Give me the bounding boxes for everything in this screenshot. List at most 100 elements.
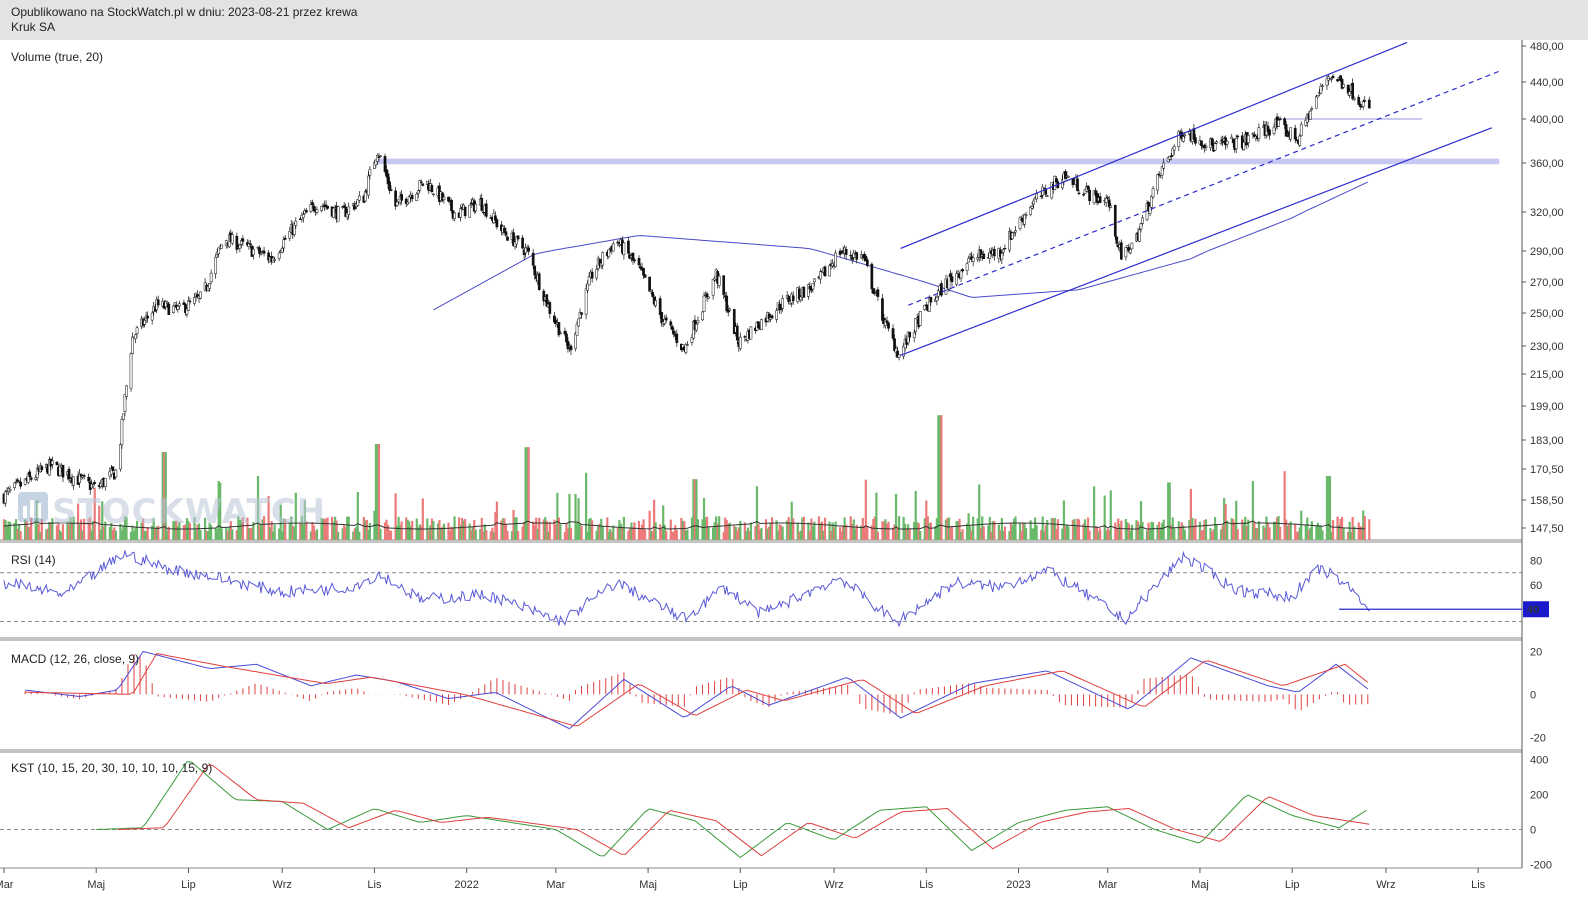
volume-bar [1077,519,1081,540]
volume-bar [1362,510,1365,540]
volume-bar [891,527,895,540]
candle-body [1352,98,1356,100]
volume-bar [1363,516,1366,540]
candle-body [767,313,771,320]
candle-body [282,239,286,249]
volume-bar [712,527,715,540]
volume-bar [1347,531,1350,540]
volume-bar [976,518,979,540]
volume-bar [1046,520,1049,540]
volume-bar [362,517,365,540]
volume-bar [967,513,970,540]
volume-bar [1064,526,1067,540]
volume-bar [650,530,653,540]
candle-body [167,303,171,315]
candle-body [208,283,211,289]
candle-body [311,202,314,205]
volume-bar [780,525,783,540]
price-tick-label: 290,00 [1530,246,1564,258]
candle-body [400,194,403,201]
volume-bar [1171,517,1174,540]
volume-bar [1278,526,1282,540]
candle-body [26,473,30,483]
volume-bar [1062,500,1065,540]
volume-bar [970,530,973,540]
candle-body [1363,100,1367,102]
volume-bar [548,522,551,540]
volume-bar [1348,521,1351,540]
candle-body [1071,178,1075,186]
volume-bar [1035,525,1038,540]
x-tick-label: Lis [919,879,934,891]
candle-body [1002,249,1005,253]
volume-bar [654,522,657,540]
volume-bar [854,528,857,540]
candle-body [935,297,939,302]
x-tick-label: Wrz [824,879,843,891]
volume-bar [282,518,285,540]
volume-bar [18,524,21,540]
volume-bar [389,530,393,540]
candle-body [711,278,715,296]
candle-body [1336,79,1339,82]
volume-bar [553,519,556,540]
volume-bar [1085,526,1088,540]
volume-bar [90,530,93,540]
volume-bar [598,523,601,540]
candle-body [1023,214,1026,225]
candle-body [1148,206,1152,214]
volume-bar [256,476,260,540]
candle-body [749,326,753,340]
volume-bar [1021,523,1025,540]
candle-body [410,195,414,200]
volume-bar [1310,521,1313,540]
volume-bar [27,526,30,540]
volume-bar [427,530,430,540]
candle-body [8,488,12,491]
volume-bar [1096,527,1099,540]
candle-body [302,214,305,218]
instrument-name: Kruk SA [11,20,56,34]
candle-body [125,385,128,397]
volume-bar [312,525,316,540]
volume-bar [309,531,313,540]
candle-body [259,253,263,255]
candle-body [616,241,620,244]
volume-bar [341,528,344,540]
candle-body [1160,166,1164,176]
volume-bar [1012,518,1016,540]
volume-bar [935,518,938,540]
candle-body [950,276,954,283]
volume-bar [1151,522,1155,540]
volume-bar [1288,524,1291,540]
volume-bar [302,524,305,540]
candle-body [1126,245,1129,248]
volume-bar [852,519,855,540]
candle-body [1316,95,1320,98]
candle-body [670,326,674,330]
volume-bar [1235,500,1238,540]
candle-body [735,325,739,341]
volume-bar [294,492,297,540]
volume-bar [450,526,453,540]
volume-bar [1008,531,1011,540]
volume-bar [420,525,423,540]
volume-bar [969,526,972,540]
volume-bar [69,517,72,540]
volume-bar [226,531,229,540]
price-tick-label: 215,00 [1530,369,1564,381]
candle-body [123,394,127,412]
volume-bar [367,530,370,540]
volume-bar [249,528,252,540]
volume-bar [1040,529,1043,540]
candle-body [415,193,419,202]
candle-body [1162,162,1166,169]
candle-body [675,333,679,344]
volume-bar [51,518,54,540]
volume-bar [217,480,220,540]
volume-bar [451,527,455,540]
rsi-line [3,550,1370,628]
volume-bar [829,530,833,540]
candle-body [120,418,124,446]
volume-bar [557,517,560,540]
